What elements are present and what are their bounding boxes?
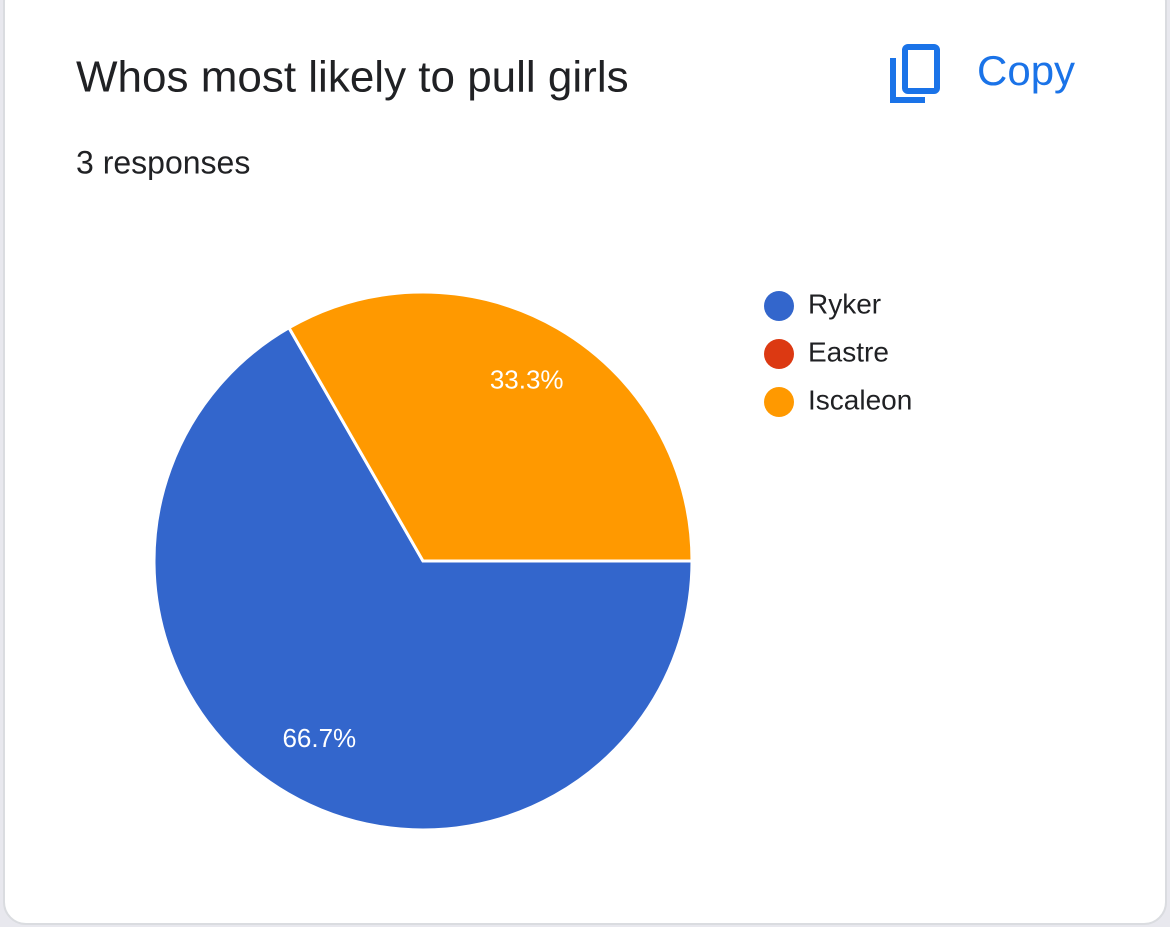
response-count: 3 responses [76, 144, 250, 180]
slice-label: 66.7% [282, 723, 356, 753]
legend-label: Ryker [808, 288, 881, 319]
copy-icon [902, 44, 940, 94]
slice-label: 33.3% [490, 365, 564, 395]
legend-swatch [764, 339, 794, 369]
legend-swatch [764, 291, 794, 321]
copy-icon [890, 58, 925, 103]
copy-label[interactable]: Copy [977, 47, 1075, 94]
legend-swatch [764, 387, 794, 417]
copy-button[interactable]: Copy [890, 44, 1075, 103]
legend-label: Iscaleon [808, 384, 912, 415]
legend-label: Eastre [808, 336, 889, 367]
pie-slice [152, 325, 694, 832]
pie-slice [286, 290, 694, 563]
chart-title: Whos most likely to pull girls [76, 53, 629, 102]
